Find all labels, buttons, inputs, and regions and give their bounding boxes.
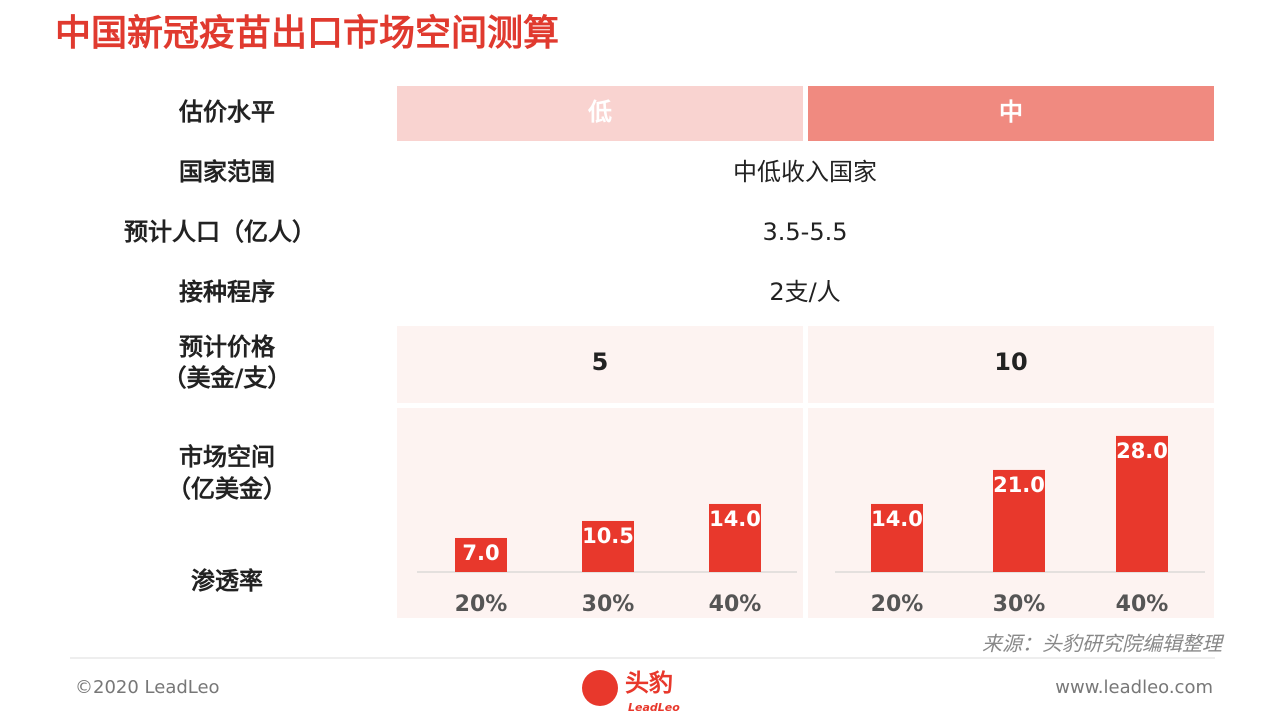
row-label: 估价水平 (178, 98, 275, 126)
copyright: ©2020 LeadLeo (75, 677, 220, 698)
header-cell (397, 86, 803, 141)
value-label: 14.0 (871, 507, 923, 531)
value-label: 21.0 (993, 473, 1045, 497)
bar (582, 520, 634, 572)
cell-bg (808, 326, 1214, 403)
bar (871, 503, 923, 572)
x-tick-label: 30% (993, 592, 1046, 617)
x-tick-label: 30% (582, 592, 635, 617)
row-label: 接种程序 (179, 278, 275, 306)
row-label: 国家范围 (179, 158, 275, 186)
logo-icon (582, 670, 618, 706)
value-label: 10.5 (582, 524, 634, 548)
row-label: 市场空间 (179, 443, 275, 471)
title: 中国新冠疫苗出口市场空间测算 (55, 13, 559, 54)
logo-name: 头豹 (625, 669, 673, 697)
bar (993, 469, 1045, 572)
bar (455, 537, 507, 572)
row-label: 预计价格 (179, 333, 276, 361)
x-tick-label: 40% (709, 592, 762, 617)
row-label: 预计人口（亿人） (124, 218, 316, 246)
cell: 低 (587, 98, 612, 126)
cell: 2支/人 (769, 278, 840, 306)
row-label: 渗透率 (191, 567, 263, 595)
value-label: 7.0 (462, 541, 499, 565)
row-label: （亿美金） (167, 475, 287, 503)
cell: 中 (999, 98, 1023, 126)
value-label: 28.0 (1116, 439, 1168, 463)
cell: 5 (592, 348, 609, 376)
cell-bg (397, 326, 803, 403)
x-tick-label: 20% (871, 592, 924, 617)
row-label: （美金/支） (163, 364, 292, 392)
cell: 3.5-5.5 (763, 218, 848, 246)
x-tick-label: 20% (455, 592, 508, 617)
header-cell (808, 86, 1214, 141)
bar (1116, 435, 1168, 572)
cell: 中低收入国家 (733, 158, 877, 186)
website: www.leadleo.com (1055, 677, 1213, 698)
value-label: 14.0 (709, 507, 761, 531)
source: 来源：头豹研究院编辑整理 (982, 632, 1225, 656)
logo-sub: LeadLeo (628, 701, 680, 714)
x-tick-label: 40% (1116, 592, 1169, 617)
bar (709, 503, 761, 572)
cell: 10 (994, 348, 1027, 376)
